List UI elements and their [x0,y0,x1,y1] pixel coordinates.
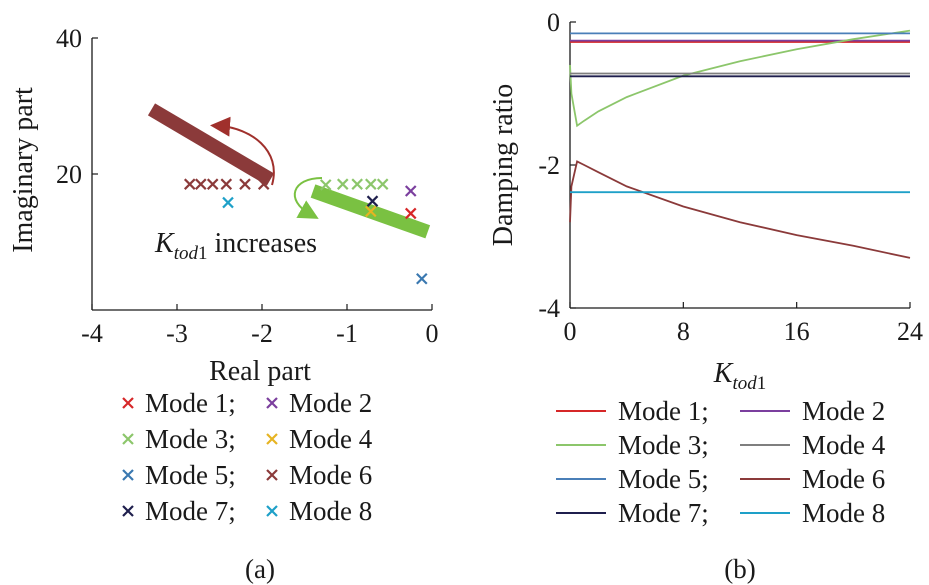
legend-label: Mode 8 [802,498,885,528]
panel-a-trajectories [147,103,431,239]
point-mode-6 [206,178,219,190]
panel-a-axes: -4 -3 -2 -1 0 20 40 [56,24,439,348]
point-mode-6 [220,178,233,190]
point-mode-6 [239,178,251,190]
panel-a-points [183,178,428,285]
panel-b-x-tick-label: 16 [784,317,810,346]
point-mode-3 [365,178,377,190]
point-mode-1 [404,207,417,220]
panel-b-legend: Mode 1; Mode 2 Mode 3; Mode 4 Mode 5; Mode 6 M… [556,396,886,528]
mode3-direction-arrow [293,177,323,219]
legend-label: Mode 5; [145,460,236,490]
line-mode-6 [569,160,911,259]
ktod1-increases-annotation: Ktod1 increases [154,228,317,264]
legend-label: Mode 7; [618,498,709,528]
panel-a-x-tick-label: -1 [336,319,358,348]
legend-label: Mode 2 [802,396,885,426]
legend-label: Mode 8 [289,496,372,526]
mode6-direction-arrow [210,116,275,186]
legend-label: Mode 1; [618,396,709,426]
legend-label: Mode 5; [618,464,709,494]
legend-label: Mode 2 [289,388,372,418]
panel-b-y-tick-label: -4 [538,294,560,323]
panel-a-caption: (a) [245,554,275,584]
panel-a-x-tick-label: -2 [251,319,273,348]
panel-a-x-axis-label: Real part [209,356,311,387]
line-mode-3 [569,29,911,128]
legend-marker-mode-6 [266,469,278,481]
legend-marker-mode-8 [266,505,278,517]
legend-marker-mode-7 [122,505,134,517]
legend-marker-mode-5 [122,469,134,481]
panel-b-y-tick-label: 0 [547,8,560,37]
point-mode-3 [336,178,349,190]
legend-label: Mode 4 [289,424,373,454]
legend-label: Mode 3; [618,430,709,460]
panel-b-caption: (b) [724,554,755,584]
panel-b-lines [569,29,911,259]
point-mode-6 [183,178,196,190]
point-mode-3 [319,179,332,191]
point-mode-2 [404,185,417,197]
legend-label: Mode 6 [802,464,885,494]
panel-b-x-tick-label: 24 [897,317,923,346]
panel-a-y-axis-label: Imaginary part [8,87,39,253]
legend-marker-mode-2 [266,397,278,409]
point-mode-8 [222,196,234,209]
panel-a-legend: Mode 1; Mode 2 Mode 3; Mode 4 Mode 5; Mode 6 M… [122,388,373,526]
legend-label: Mode 3; [145,424,236,454]
point-mode-3 [351,178,363,190]
panel-a-y-tick-label: 20 [56,160,82,189]
point-mode-4 [365,205,377,218]
point-mode-5 [416,272,428,285]
panel-b-x-tick-label: 8 [677,317,690,346]
panel-b-x-tick-label: 0 [564,317,577,346]
legend-label: Mode 4 [802,430,886,460]
panel-a-x-tick-label: 0 [426,319,439,348]
legend-marker-mode-4 [266,433,278,445]
point-mode-3 [376,178,389,190]
point-mode-6 [257,178,270,190]
panel-b-y-axis-label: Damping ratio [488,84,519,247]
legend-label: Mode 1; [145,388,236,418]
panel-b-damping-ratio: 0 8 16 24-4-20 Ktod1 Damping ratio Mode 1; M… [488,8,923,584]
panel-b-x-axis-label: Ktod1 [713,358,766,394]
panel-b-y-tick-label: -2 [538,151,560,180]
panel-b-axes: 0 8 16 24 -4 -2 0 [538,8,923,346]
point-mode-6 [195,178,207,190]
panel-a-x-tick-label: -4 [81,319,103,348]
legend-marker-mode-1 [122,397,134,409]
legend-marker-mode-3 [122,433,134,445]
panel-a-y-tick-label: 40 [56,24,82,53]
point-mode-7 [366,195,379,207]
trajectory-mode-6 [147,103,275,186]
legend-label: Mode 7; [145,496,236,526]
panel-a-x-tick-label: -3 [166,319,188,348]
legend-label: Mode 6 [289,460,372,490]
